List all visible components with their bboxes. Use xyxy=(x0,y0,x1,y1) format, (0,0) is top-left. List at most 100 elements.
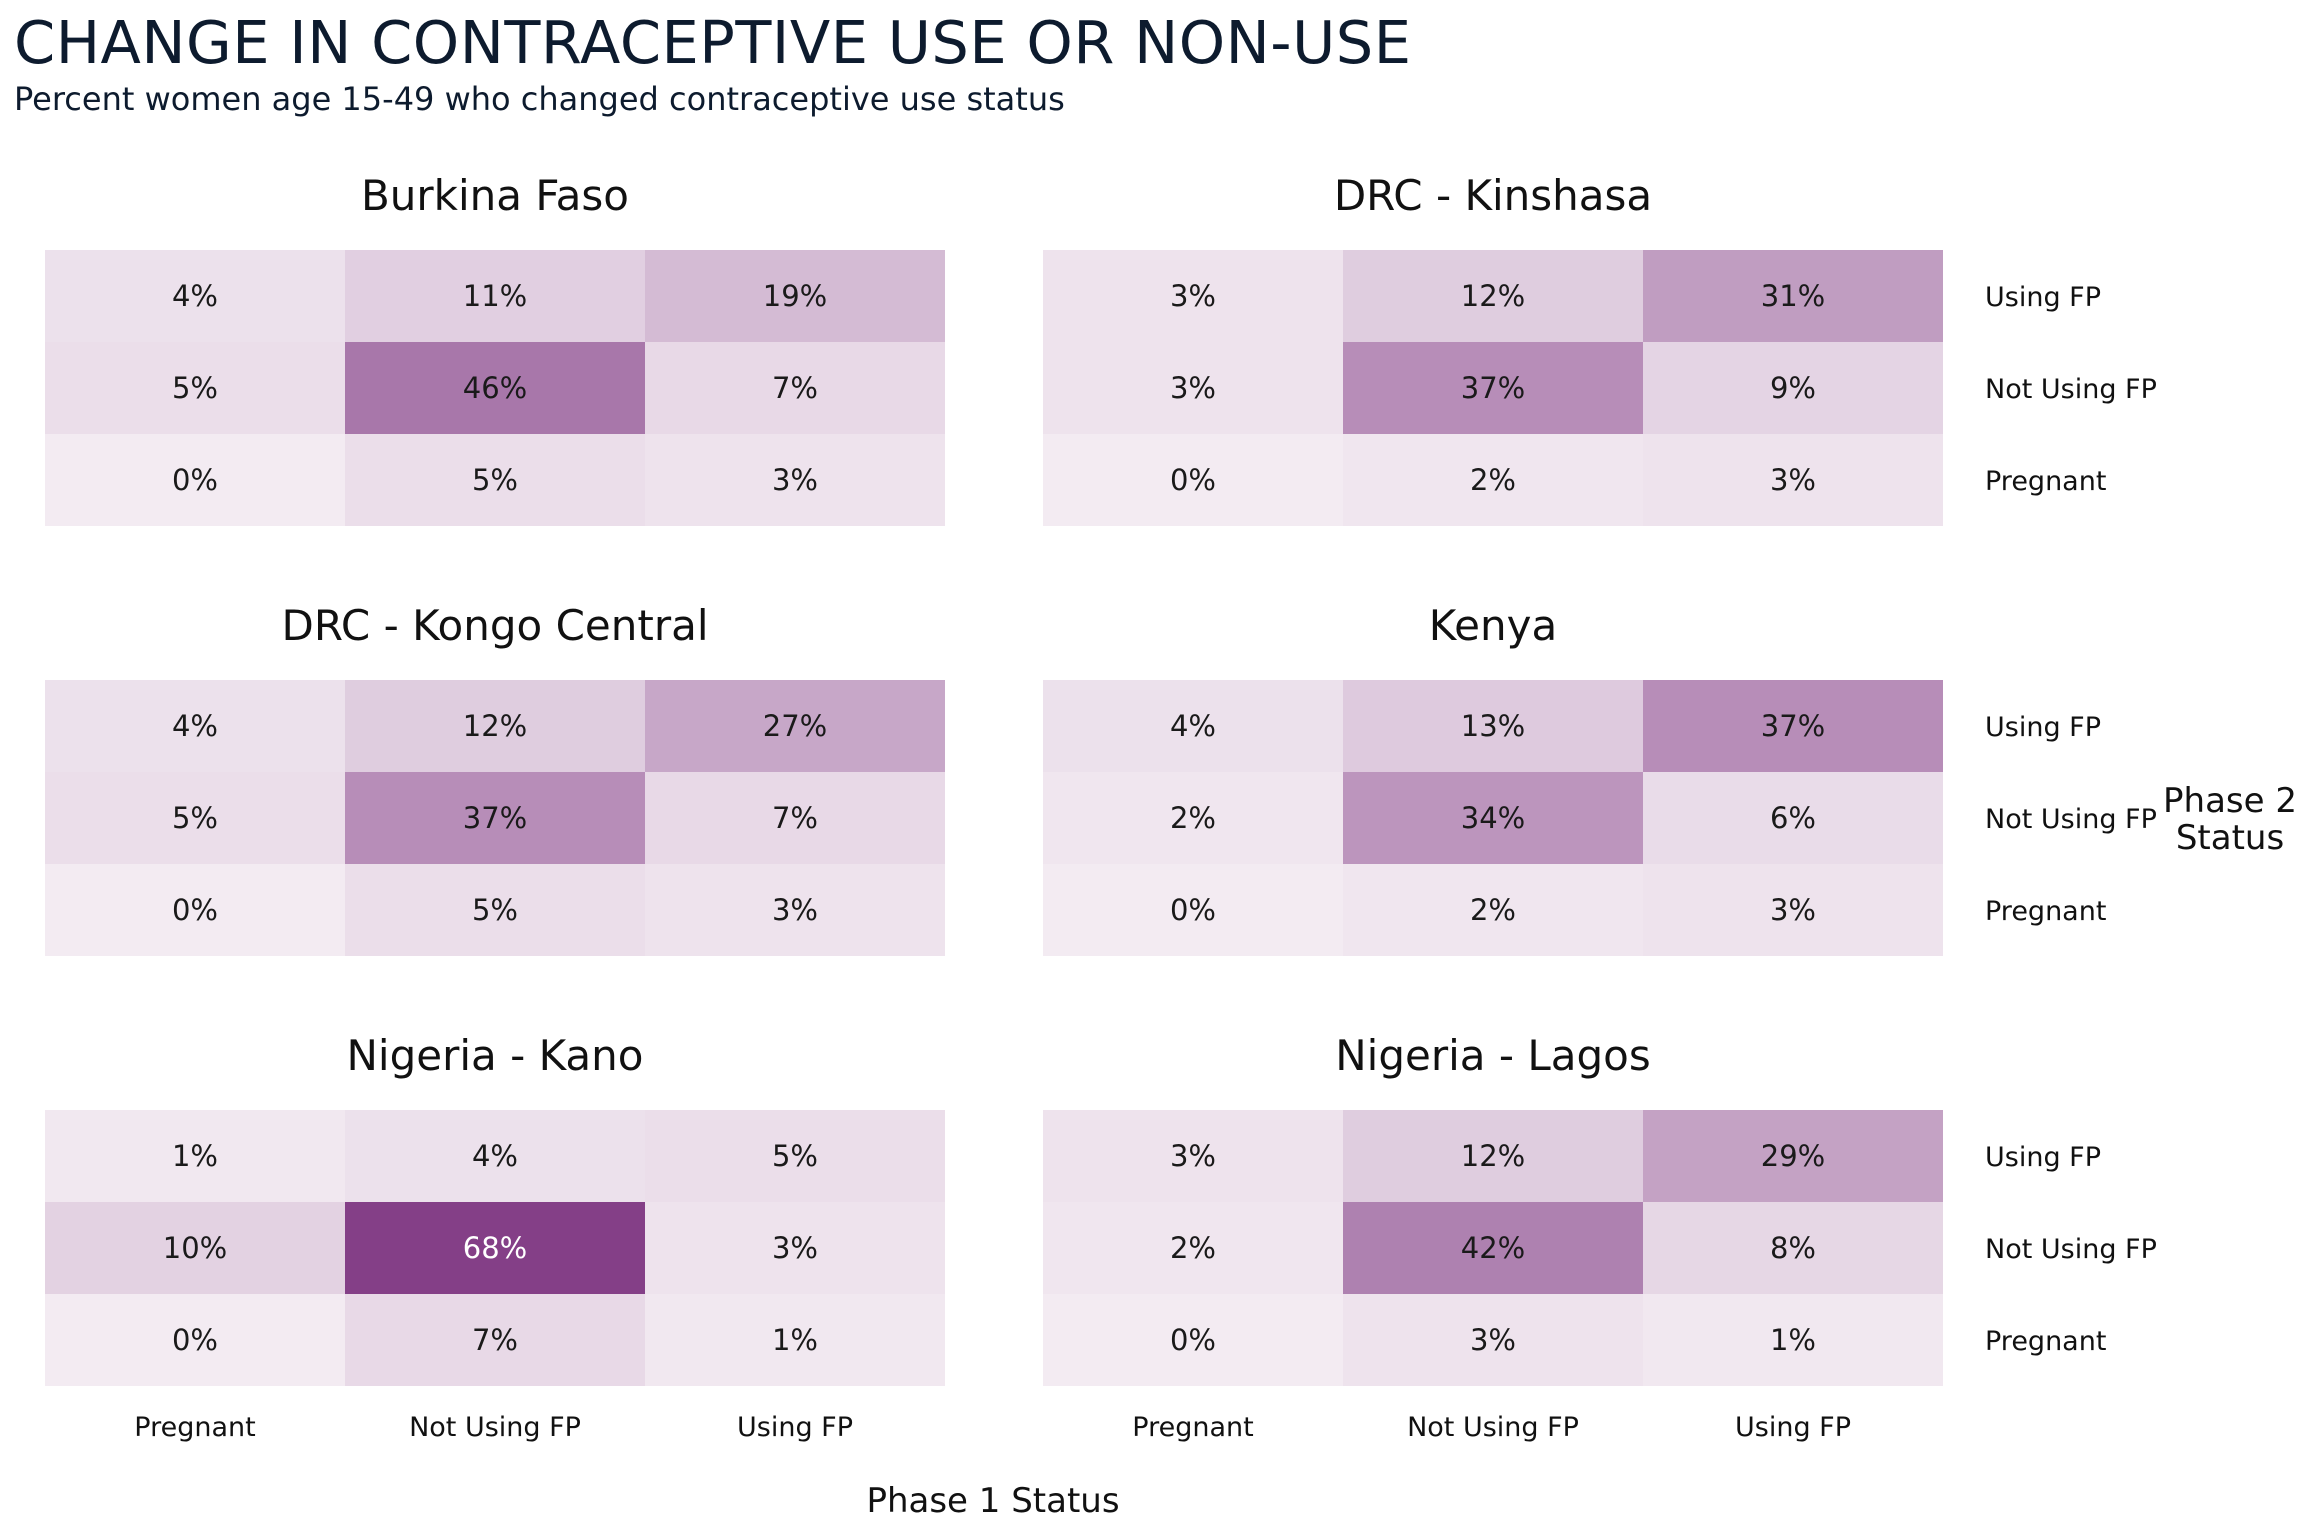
heatmap-cell xyxy=(345,342,645,434)
cell-value-label: 7% xyxy=(772,371,818,405)
heatmap-cell xyxy=(645,1202,945,1294)
cell-value-label: 0% xyxy=(172,893,218,927)
y-tick-label: Not Using FP xyxy=(1985,1234,2157,1265)
heatmap-cell xyxy=(645,250,945,342)
heatmap-cell xyxy=(45,864,345,956)
y-axis-title: Status xyxy=(2176,818,2284,858)
heatmap-cell xyxy=(45,772,345,864)
heatmap-cell xyxy=(1043,1110,1343,1202)
heatmap-cell xyxy=(45,680,345,772)
cell-value-label: 7% xyxy=(472,1323,518,1357)
y-tick-label: Using FP xyxy=(1985,1142,2101,1173)
cell-value-label: 4% xyxy=(172,279,218,313)
cell-value-label: 68% xyxy=(463,1231,527,1265)
heatmap-cell xyxy=(1043,1294,1343,1386)
heatmap-cell xyxy=(1043,864,1343,956)
heatmap-cell xyxy=(1043,1202,1343,1294)
heatmap-cell xyxy=(1343,864,1643,956)
cell-value-label: 4% xyxy=(1170,709,1216,743)
heatmap-cell xyxy=(1043,772,1343,864)
cell-value-label: 2% xyxy=(1470,893,1516,927)
heatmap-cell xyxy=(1343,772,1643,864)
heatmap-cell xyxy=(1343,680,1643,772)
heatmap-cell xyxy=(1643,772,1943,864)
cell-value-label: 3% xyxy=(1770,463,1816,497)
facet-title-drc-kongo-central: DRC - Kongo Central xyxy=(281,601,708,650)
cell-value-label: 34% xyxy=(1461,801,1525,835)
heatmap-cell xyxy=(1043,342,1343,434)
heatmap-cell xyxy=(345,1294,645,1386)
cell-value-label: 46% xyxy=(463,371,527,405)
heatmap-cell xyxy=(45,1294,345,1386)
facet-title-burkina-faso: Burkina Faso xyxy=(361,171,629,220)
cell-value-label: 12% xyxy=(463,709,527,743)
heatmap-cell xyxy=(1343,1110,1643,1202)
heatmap-cell xyxy=(345,772,645,864)
cell-value-label: 3% xyxy=(772,463,818,497)
cell-value-label: 4% xyxy=(472,1139,518,1173)
heatmap-cell xyxy=(345,1110,645,1202)
heatmap-cell xyxy=(645,680,945,772)
cell-value-label: 3% xyxy=(1170,1139,1216,1173)
heatmap-cell xyxy=(645,1110,945,1202)
heatmap-cell xyxy=(345,434,645,526)
cell-value-label: 37% xyxy=(1461,371,1525,405)
cell-value-label: 37% xyxy=(463,801,527,835)
heatmap-cell xyxy=(1343,250,1643,342)
chart-title: CHANGE IN CONTRACEPTIVE USE OR NON-USE xyxy=(14,8,1412,77)
cell-value-label: 8% xyxy=(1770,1231,1816,1265)
x-tick-label: Using FP xyxy=(737,1412,853,1443)
cell-value-label: 6% xyxy=(1770,801,1816,835)
y-tick-label: Pregnant xyxy=(1985,896,2106,927)
cell-value-label: 3% xyxy=(772,893,818,927)
y-tick-label: Pregnant xyxy=(1985,466,2106,497)
cell-value-label: 1% xyxy=(772,1323,818,1357)
cell-value-label: 1% xyxy=(172,1139,218,1173)
cell-value-label: 0% xyxy=(1170,463,1216,497)
cell-value-label: 0% xyxy=(172,463,218,497)
heatmap-cell xyxy=(345,680,645,772)
cell-value-label: 2% xyxy=(1170,1231,1216,1265)
cell-value-label: 2% xyxy=(1170,801,1216,835)
x-tick-label: Pregnant xyxy=(1132,1412,1253,1443)
cell-value-label: 3% xyxy=(1170,279,1216,313)
heatmap-cell xyxy=(345,250,645,342)
heatmap-cell xyxy=(345,864,645,956)
x-tick-label: Not Using FP xyxy=(1407,1412,1579,1443)
x-tick-label: Pregnant xyxy=(134,1412,255,1443)
cell-value-label: 7% xyxy=(772,801,818,835)
cell-value-label: 5% xyxy=(472,893,518,927)
cell-value-label: 2% xyxy=(1470,463,1516,497)
heatmap-cell xyxy=(45,1202,345,1294)
cell-value-label: 37% xyxy=(1761,709,1825,743)
cell-value-label: 12% xyxy=(1461,1139,1525,1173)
y-tick-label: Not Using FP xyxy=(1985,804,2157,835)
cell-value-label: 19% xyxy=(763,279,827,313)
heatmap-cell xyxy=(1643,342,1943,434)
x-tick-label: Not Using FP xyxy=(409,1412,581,1443)
heatmap-cell xyxy=(645,772,945,864)
cell-value-label: 10% xyxy=(163,1231,227,1265)
cell-value-label: 3% xyxy=(1170,371,1216,405)
chart-subtitle: Percent women age 15-49 who changed cont… xyxy=(14,80,1065,118)
heatmap-cell xyxy=(45,1110,345,1202)
cell-value-label: 0% xyxy=(1170,1323,1216,1357)
heatmap-cell xyxy=(1643,680,1943,772)
cell-value-label: 11% xyxy=(463,279,527,313)
cell-value-label: 29% xyxy=(1761,1139,1825,1173)
heatmap-cell xyxy=(1043,250,1343,342)
heatmap-cell xyxy=(45,434,345,526)
heatmap-cell xyxy=(1643,250,1943,342)
cell-value-label: 5% xyxy=(172,801,218,835)
heatmap-cell xyxy=(1343,434,1643,526)
facet-title-drc-kinshasa: DRC - Kinshasa xyxy=(1334,171,1652,220)
cell-value-label: 4% xyxy=(172,709,218,743)
heatmap-cell xyxy=(1643,864,1943,956)
y-tick-label: Using FP xyxy=(1985,712,2101,743)
cell-value-label: 42% xyxy=(1461,1231,1525,1265)
heatmap-cell xyxy=(645,342,945,434)
heatmap-cell xyxy=(1343,1202,1643,1294)
y-tick-label: Not Using FP xyxy=(1985,374,2157,405)
heatmap-cell xyxy=(1043,680,1343,772)
